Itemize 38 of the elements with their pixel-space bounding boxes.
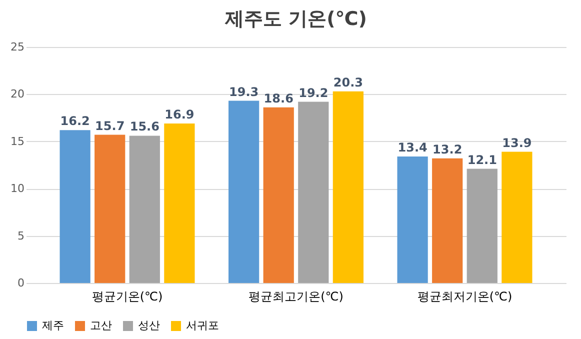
legend-label: 성산 <box>138 319 160 332</box>
y-tick-label: 25 <box>10 40 24 54</box>
data-label: 19.2 <box>298 86 328 100</box>
y-tick-label: 5 <box>18 229 24 242</box>
x-tick-label: 평균기온(℃) <box>92 290 163 304</box>
data-label: 16.2 <box>60 114 90 128</box>
data-label: 13.2 <box>432 142 462 156</box>
data-label: 20.3 <box>333 75 363 90</box>
x-tick-label: 평균최고기온(℃) <box>248 290 344 304</box>
chart-title: 제주도 기온(℃) <box>224 8 367 30</box>
bar <box>228 100 260 283</box>
bar <box>466 168 498 283</box>
bar <box>397 156 428 283</box>
y-tick-label: 20 <box>10 88 24 101</box>
legend-label: 서귀포 <box>186 319 219 332</box>
data-label: 16.9 <box>164 107 194 122</box>
bar <box>432 158 463 283</box>
data-label: 19.3 <box>229 84 259 99</box>
bar <box>298 102 329 283</box>
x-tick-label: 평균최저기온(℃) <box>417 290 512 304</box>
bar <box>60 130 90 283</box>
legend-label: 제주 <box>42 319 64 332</box>
data-label: 15.7 <box>95 118 125 133</box>
bar <box>332 91 364 283</box>
data-label: 12.1 <box>467 152 497 167</box>
y-tick-label: 10 <box>10 182 24 196</box>
bar <box>164 123 195 283</box>
y-tick-label: 15 <box>10 134 24 148</box>
legend-label: 고산 <box>90 319 112 332</box>
bar <box>129 136 160 283</box>
data-label: 15.6 <box>130 120 160 134</box>
bar <box>94 134 126 283</box>
bar <box>502 152 532 283</box>
data-label: 13.4 <box>398 140 428 155</box>
data-label: 13.9 <box>502 136 532 150</box>
bar <box>263 107 294 283</box>
data-label: 18.6 <box>264 91 294 106</box>
y-tick-label: 0 <box>18 276 24 290</box>
